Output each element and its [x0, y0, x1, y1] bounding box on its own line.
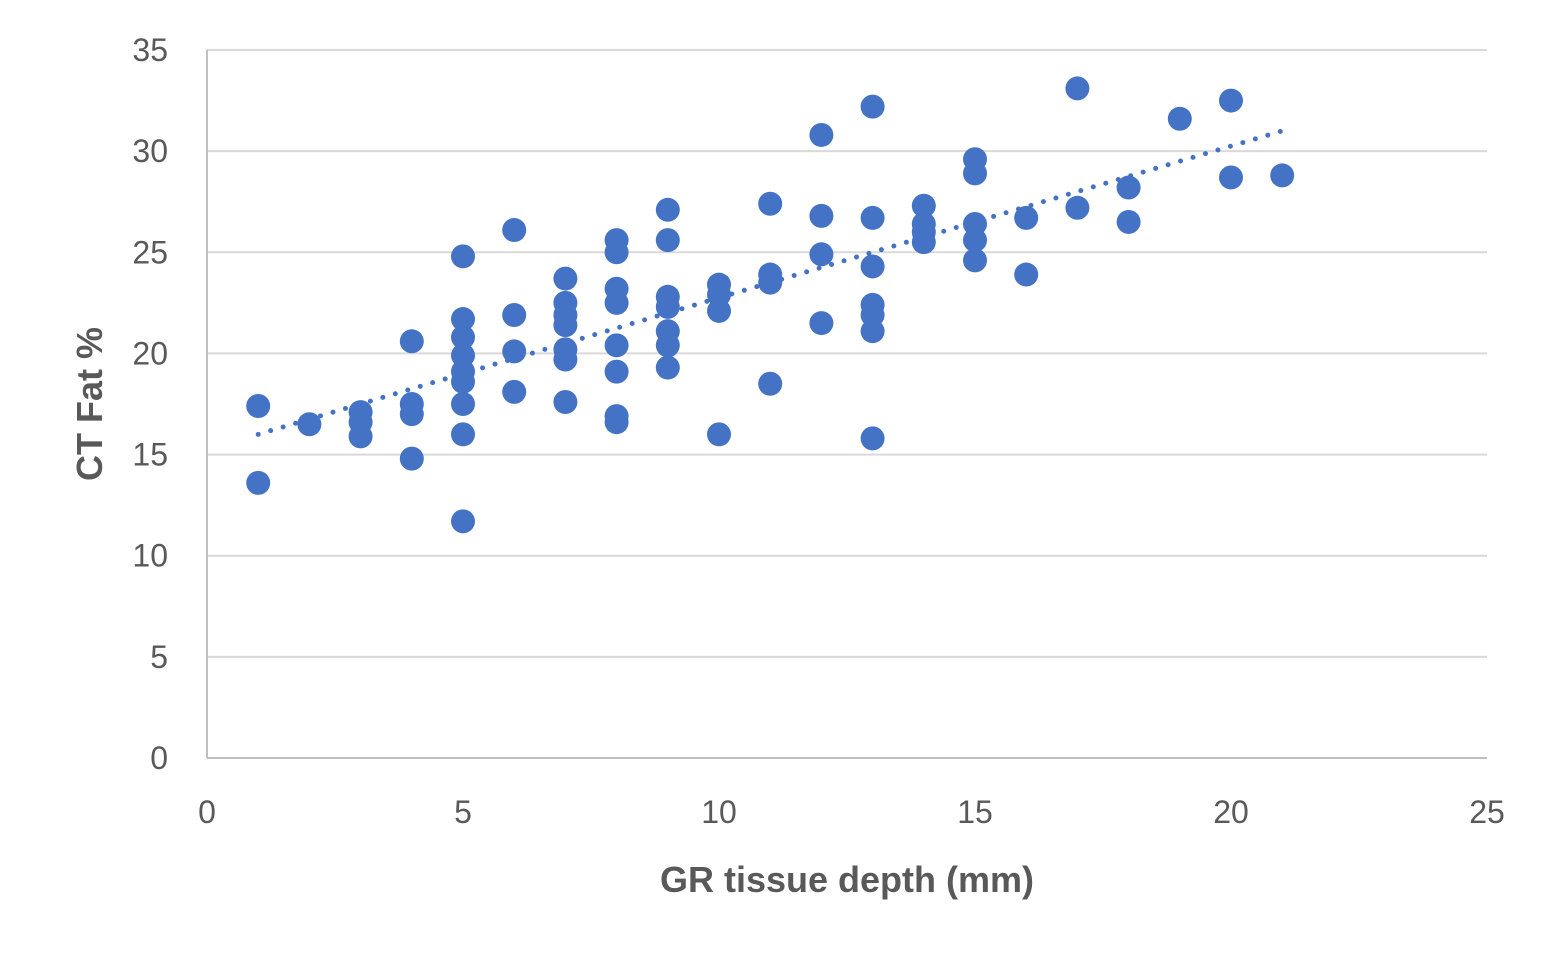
- data-point: [911, 230, 936, 255]
- data-point: [604, 290, 629, 315]
- data-point: [246, 470, 271, 495]
- data-point: [502, 218, 527, 243]
- y-axis-title: CT Fat %: [69, 327, 110, 481]
- y-tick-label: 30: [132, 133, 168, 169]
- data-point: [1065, 76, 1090, 101]
- data-point: [451, 307, 475, 332]
- data-point: [451, 244, 475, 269]
- data-point: [655, 294, 680, 319]
- data-point: [604, 333, 629, 358]
- data-point: [553, 389, 578, 414]
- y-tick-label: 15: [132, 437, 168, 473]
- data-point: [399, 402, 424, 427]
- data-point: [809, 311, 834, 336]
- x-tick-label: 5: [454, 794, 472, 830]
- data-point: [809, 242, 834, 267]
- data-point: [911, 193, 936, 218]
- x-axis-title: GR tissue depth (mm): [660, 859, 1034, 900]
- data-point: [963, 248, 987, 273]
- gridlines: [207, 49, 1487, 658]
- data-point: [604, 359, 629, 384]
- y-tick-label: 5: [150, 639, 168, 675]
- y-tick-label: 35: [132, 32, 168, 68]
- data-point: [758, 191, 783, 216]
- axes: [206, 50, 1487, 759]
- data-point: [553, 266, 578, 291]
- x-tick-label: 10: [701, 794, 737, 830]
- y-tick-label: 10: [132, 538, 168, 574]
- data-points: [246, 76, 1295, 534]
- data-point: [1116, 209, 1141, 234]
- data-point: [809, 122, 834, 147]
- data-point: [860, 254, 885, 279]
- data-point: [451, 325, 475, 350]
- data-point: [809, 203, 834, 228]
- data-point: [399, 446, 424, 471]
- data-point: [502, 302, 527, 327]
- data-point: [655, 355, 680, 380]
- data-point: [1219, 88, 1243, 113]
- data-point: [1014, 262, 1039, 287]
- data-point: [860, 319, 885, 344]
- y-tick-label: 0: [150, 740, 168, 776]
- tick-labels: 0 5 10 15 20 25 30 35 0 5 10 15 20 25: [132, 32, 1504, 830]
- data-point: [553, 313, 578, 338]
- data-point: [707, 422, 731, 447]
- data-point: [1116, 175, 1141, 200]
- x-tick-label: 25: [1469, 794, 1505, 830]
- data-point: [1219, 165, 1243, 190]
- data-point: [604, 240, 629, 265]
- data-point: [963, 228, 987, 253]
- data-point: [348, 424, 373, 449]
- data-point: [1270, 163, 1295, 188]
- data-point: [1167, 106, 1192, 131]
- data-point: [655, 228, 680, 253]
- data-point: [860, 205, 885, 230]
- y-tick-label: 20: [132, 335, 168, 371]
- data-point: [860, 426, 885, 451]
- data-point: [297, 412, 322, 437]
- data-point: [502, 379, 527, 404]
- data-point: [860, 94, 885, 119]
- data-point: [655, 333, 680, 358]
- data-point: [1014, 205, 1039, 230]
- data-point: [451, 369, 475, 394]
- data-point: [707, 298, 731, 323]
- data-point: [451, 392, 475, 416]
- data-point: [655, 197, 680, 222]
- x-tick-label: 0: [198, 794, 216, 830]
- data-point: [553, 347, 578, 372]
- y-tick-label: 25: [132, 234, 168, 270]
- data-point: [246, 394, 271, 419]
- data-point: [399, 329, 424, 354]
- data-point: [1065, 195, 1090, 220]
- data-point: [963, 161, 987, 186]
- data-point: [604, 410, 629, 435]
- data-point: [758, 270, 783, 295]
- data-point: [502, 339, 527, 364]
- data-point: [758, 371, 783, 396]
- x-tick-label: 20: [1213, 794, 1249, 830]
- data-point: [451, 509, 475, 534]
- x-tick-label: 15: [957, 794, 993, 830]
- data-point: [451, 422, 475, 447]
